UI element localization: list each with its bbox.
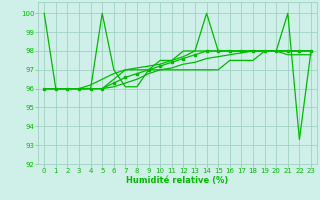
X-axis label: Humidité relative (%): Humidité relative (%): [126, 176, 229, 185]
